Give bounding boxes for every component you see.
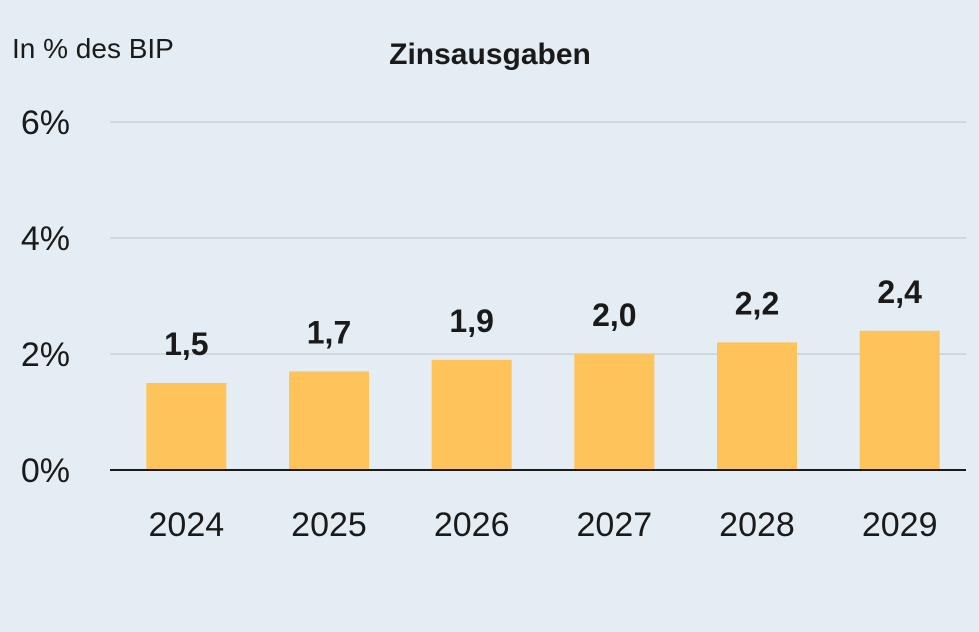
y-axis-ticks: 0% 2% 4% 6% <box>21 104 70 490</box>
data-label-2025: 1,7 <box>307 314 351 350</box>
gridlines <box>110 121 966 355</box>
y-tick-label: 2% <box>21 336 70 374</box>
y-tick-label: 6% <box>21 104 70 142</box>
x-axis-ticks: 2024 2025 2026 2027 2028 2029 <box>149 506 938 544</box>
bar-2025 <box>289 371 369 470</box>
bar-2024 <box>146 383 227 470</box>
bars <box>146 330 940 470</box>
y-tick-label: 0% <box>21 452 70 490</box>
bar-2026 <box>431 359 512 470</box>
x-tick-label: 2024 <box>149 506 225 544</box>
chart-title: Zinsausgaben <box>389 38 591 71</box>
data-label-2026: 1,9 <box>449 303 493 339</box>
y-tick-label: 4% <box>21 220 70 258</box>
data-label-2024: 1,5 <box>164 326 208 362</box>
x-tick-label: 2025 <box>291 506 367 544</box>
x-tick-label: 2028 <box>719 506 795 544</box>
bar-2029 <box>859 330 940 470</box>
data-labels: 1,5 1,7 1,9 2,0 2,2 2,4 <box>164 274 922 362</box>
data-label-2028: 2,2 <box>735 285 779 321</box>
x-tick-label: 2026 <box>434 506 510 544</box>
x-tick-label: 2027 <box>577 506 653 544</box>
bar-2027 <box>574 354 655 470</box>
bar-2028 <box>717 342 797 470</box>
data-label-2029: 2,4 <box>877 274 922 310</box>
data-label-2027: 2,0 <box>592 297 636 333</box>
x-tick-label: 2029 <box>862 506 938 544</box>
unit-label: In % des BIP <box>12 33 174 64</box>
